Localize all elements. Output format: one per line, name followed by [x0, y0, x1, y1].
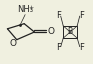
Text: F: F — [79, 11, 84, 20]
Text: +: + — [28, 5, 33, 10]
Text: O: O — [47, 27, 54, 36]
Bar — [63, 26, 77, 38]
Text: F: F — [79, 43, 84, 52]
Text: F: F — [57, 11, 61, 20]
Text: O: O — [9, 39, 17, 48]
Text: B: B — [68, 28, 73, 36]
Text: NH₃: NH₃ — [17, 5, 33, 14]
Text: F: F — [57, 43, 61, 52]
